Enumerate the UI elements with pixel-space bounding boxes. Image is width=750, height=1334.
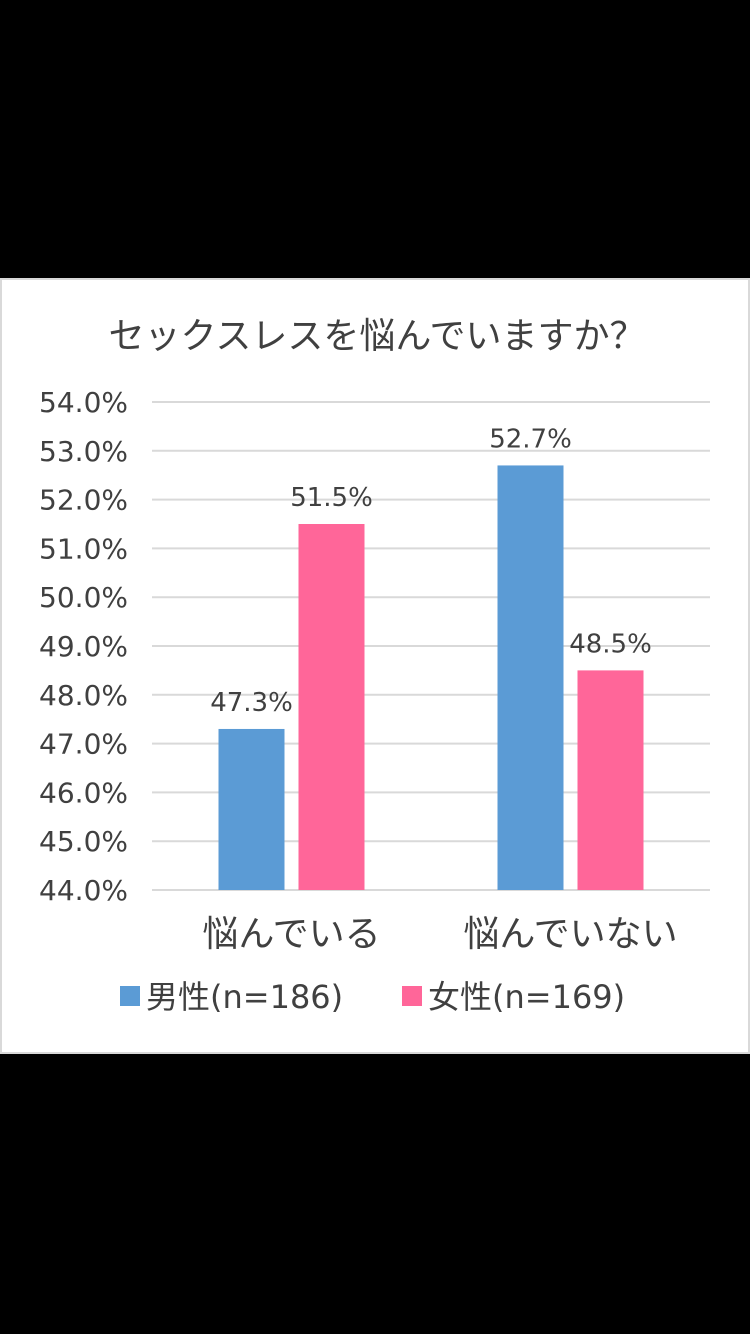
legend-swatch bbox=[120, 986, 140, 1006]
bar-male-worried bbox=[218, 728, 285, 890]
y-tick-label: 48.0% bbox=[39, 679, 128, 712]
y-tick-label: 50.0% bbox=[39, 581, 128, 614]
y-tick-label: 51.0% bbox=[39, 532, 128, 565]
y-tick-label: 54.0% bbox=[39, 386, 128, 419]
legend: 男性(n=186) 女性(n=169) bbox=[120, 978, 625, 1016]
bar-chart: セックスレスを悩んでいますか？ 44.0% 45.0% 46.0% 47.0% 48.0… bbox=[39, 316, 710, 1016]
legend-label: 女性(n=169) bbox=[428, 978, 625, 1016]
y-tick-label: 44.0% bbox=[39, 874, 128, 907]
x-category-label: 悩んでいない bbox=[463, 914, 677, 955]
chart-panel: セックスレスを悩んでいますか？ 44.0% 45.0% 46.0% 47.0% 48.0… bbox=[0, 278, 750, 1054]
data-labels: 47.3% 51.5% 52.7% 48.5% bbox=[210, 424, 652, 718]
data-label: 51.5% bbox=[290, 483, 373, 513]
x-category-label: 悩んでいる bbox=[202, 914, 380, 955]
data-label: 47.3% bbox=[210, 688, 293, 718]
x-axis-category-labels: 悩んでいる 悩んでいない bbox=[202, 914, 677, 955]
chart-title: セックスレスを悩んでいますか？ bbox=[108, 316, 645, 357]
y-tick-label: 46.0% bbox=[39, 776, 128, 809]
data-label: 48.5% bbox=[569, 629, 652, 659]
legend-label: 男性(n=186) bbox=[146, 978, 343, 1016]
y-tick-label: 45.0% bbox=[39, 825, 128, 858]
y-tick-label: 52.0% bbox=[39, 484, 128, 517]
bar-male-not-worried bbox=[497, 465, 564, 890]
y-tick-label: 47.0% bbox=[39, 728, 128, 761]
bars bbox=[218, 465, 644, 890]
bar-female-worried bbox=[298, 524, 365, 890]
y-tick-label: 49.0% bbox=[39, 630, 128, 663]
data-label: 52.7% bbox=[489, 424, 572, 454]
y-tick-label: 53.0% bbox=[39, 435, 128, 468]
legend-swatch bbox=[402, 986, 422, 1006]
y-axis-tick-labels: 44.0% 45.0% 46.0% 47.0% 48.0% 49.0% 50.0% 51.0%… bbox=[39, 386, 128, 907]
bar-female-not-worried bbox=[577, 670, 644, 890]
